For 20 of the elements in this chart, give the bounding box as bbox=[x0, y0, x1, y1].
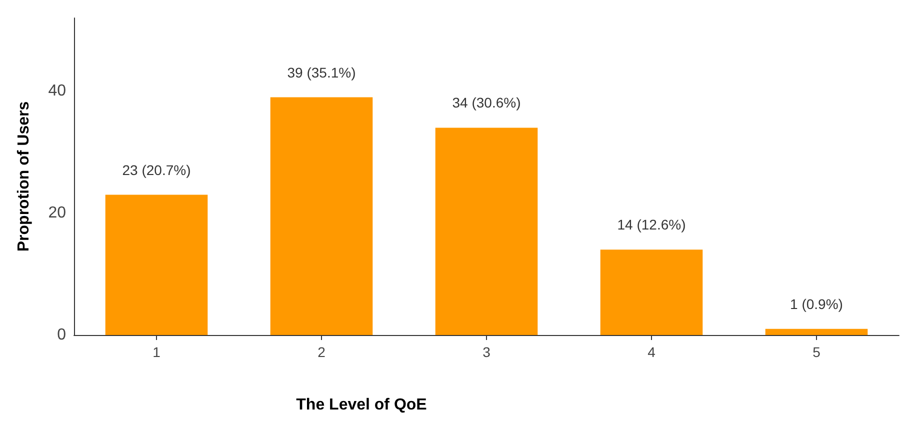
x-tick-label: 2 bbox=[318, 344, 326, 360]
data-label: 23 (20.7%) bbox=[122, 162, 191, 178]
bar bbox=[765, 328, 868, 335]
bar bbox=[435, 128, 538, 335]
x-tick-label: 4 bbox=[648, 344, 656, 360]
data-label: 1 (0.9%) bbox=[790, 296, 843, 312]
data-label: 39 (35.1%) bbox=[287, 64, 356, 80]
y-axis-title: Proprotion of Users bbox=[16, 101, 32, 252]
bar bbox=[600, 250, 703, 335]
x-tick-label: 5 bbox=[812, 344, 821, 360]
data-label: 14 (12.6%) bbox=[617, 216, 686, 233]
y-tick-label: 40 bbox=[48, 82, 66, 100]
data-label: 34 (30.6%) bbox=[452, 94, 521, 111]
bar bbox=[270, 97, 373, 335]
x-axis-title: The Level of QoE bbox=[296, 396, 428, 414]
x-tick-label: 1 bbox=[152, 344, 161, 360]
x-tick-label: 3 bbox=[482, 344, 491, 360]
y-tick-label: 0 bbox=[57, 326, 66, 344]
y-tick-label: 20 bbox=[48, 204, 66, 222]
bar bbox=[105, 194, 208, 335]
